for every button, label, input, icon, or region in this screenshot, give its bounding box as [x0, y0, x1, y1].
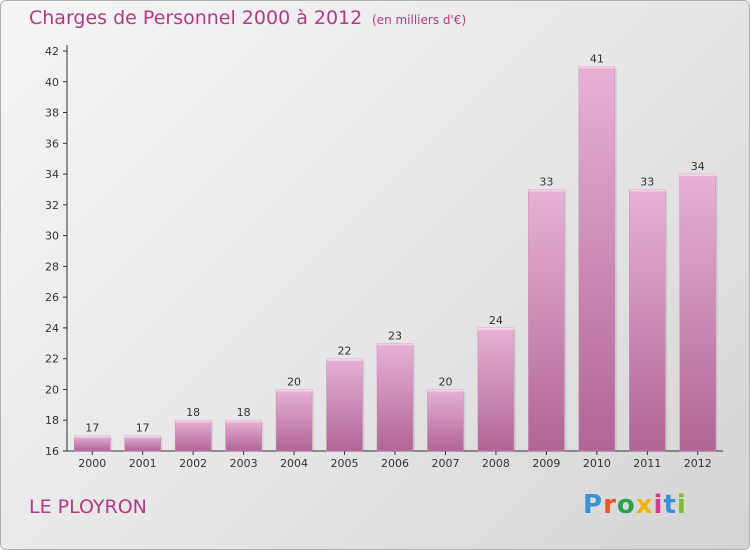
bar-2003[interactable] — [225, 419, 262, 452]
bar-highlight — [326, 358, 363, 361]
data-label: 33 — [539, 175, 553, 188]
x-tick-label: 2000 — [78, 457, 106, 470]
data-label: 17 — [136, 422, 150, 435]
bar-highlight — [477, 327, 514, 330]
x-tick-label: 2007 — [431, 457, 459, 470]
y-tick-label: 16 — [45, 445, 59, 458]
bar-2011[interactable] — [629, 189, 666, 452]
bar-highlight — [124, 435, 161, 438]
bars — [73, 66, 718, 452]
bar-highlight — [629, 189, 666, 192]
bar-2008[interactable] — [477, 327, 515, 452]
logo-letter: P — [583, 490, 604, 520]
data-label: 33 — [640, 175, 654, 188]
y-tick-label: 32 — [45, 199, 59, 212]
x-tick-label: 2010 — [583, 457, 611, 470]
data-label: 17 — [85, 422, 99, 435]
x-tick-label: 2003 — [230, 457, 258, 470]
bar-highlight — [528, 189, 565, 192]
bar-2010[interactable] — [578, 66, 616, 452]
logo-letter: i — [653, 490, 664, 520]
y-tick-label: 36 — [45, 137, 59, 150]
y-tick-label: 40 — [45, 76, 59, 89]
bar-2012[interactable] — [679, 173, 717, 452]
x-tick-label: 2008 — [482, 457, 510, 470]
bar-2002[interactable] — [174, 419, 212, 452]
data-label: 20 — [438, 375, 452, 388]
y-tick-label: 26 — [45, 291, 59, 304]
data-label: 23 — [388, 329, 402, 342]
bar-2009[interactable] — [528, 189, 565, 452]
bar-highlight — [175, 420, 212, 423]
x-tick-label: 2011 — [633, 457, 661, 470]
bar-2007[interactable] — [427, 389, 464, 452]
data-label: 41 — [590, 52, 604, 65]
y-tick-label: 22 — [45, 353, 59, 366]
bar-highlight — [225, 420, 262, 423]
data-label: 22 — [338, 345, 352, 358]
chart-title: Charges de Personnel 2000 à 2012 — [29, 7, 363, 29]
y-tick-label: 38 — [45, 107, 59, 120]
y-tick-label: 34 — [45, 168, 59, 181]
x-axis: 2000 2001 2002 2003 2004 2005 2006 2007 2008 2009… — [67, 450, 723, 470]
y-tick-label: 42 — [45, 45, 59, 58]
x-tick-label: 2001 — [129, 457, 157, 470]
y-axis: 16 18 20 22 24 26 28 30 32 34 36 38 40 42 — [45, 45, 68, 458]
logo-letter: r — [603, 490, 617, 520]
bar-highlight — [578, 66, 615, 69]
chart-subtitle: (en milliers d'€) — [372, 13, 467, 27]
data-label: 20 — [287, 375, 301, 388]
x-tick-label: 2004 — [280, 457, 308, 470]
bar-highlight — [427, 389, 464, 392]
x-tick-label: 2002 — [179, 457, 207, 470]
bar-2000[interactable] — [73, 435, 111, 452]
data-label: 24 — [489, 314, 503, 327]
data-labels: 17 17 18 18 20 22 23 20 24 33 41 33 34 — [85, 52, 705, 434]
bar-2006[interactable] — [376, 343, 414, 452]
proxiti-logo[interactable]: Proxiti — [583, 490, 687, 520]
bar-2004[interactable] — [275, 389, 313, 452]
y-tick-label: 28 — [45, 260, 59, 273]
y-tick-label: 20 — [45, 383, 59, 396]
bar-highlight — [679, 174, 716, 177]
logo-letter: i — [676, 490, 687, 520]
y-tick-label: 18 — [45, 414, 59, 427]
logo-letter: t — [663, 490, 677, 520]
x-tick-label: 2009 — [532, 457, 560, 470]
x-tick-label: 2012 — [684, 457, 712, 470]
x-tick-label: 2006 — [381, 457, 409, 470]
data-label: 18 — [186, 406, 200, 419]
bar-2005[interactable] — [326, 358, 363, 452]
commune-name: LE PLOYRON — [29, 496, 147, 518]
x-tick-label: 2005 — [331, 457, 359, 470]
bar-highlight — [74, 435, 111, 438]
bar-highlight — [276, 389, 313, 392]
bar-2001[interactable] — [124, 435, 161, 452]
y-tick-label: 30 — [45, 230, 59, 243]
y-tick-label: 24 — [45, 322, 59, 335]
data-label: 34 — [691, 160, 705, 173]
logo-letter: x — [635, 490, 654, 520]
bar-highlight — [377, 343, 413, 346]
logo-letter: o — [616, 490, 636, 520]
data-label: 18 — [237, 406, 251, 419]
